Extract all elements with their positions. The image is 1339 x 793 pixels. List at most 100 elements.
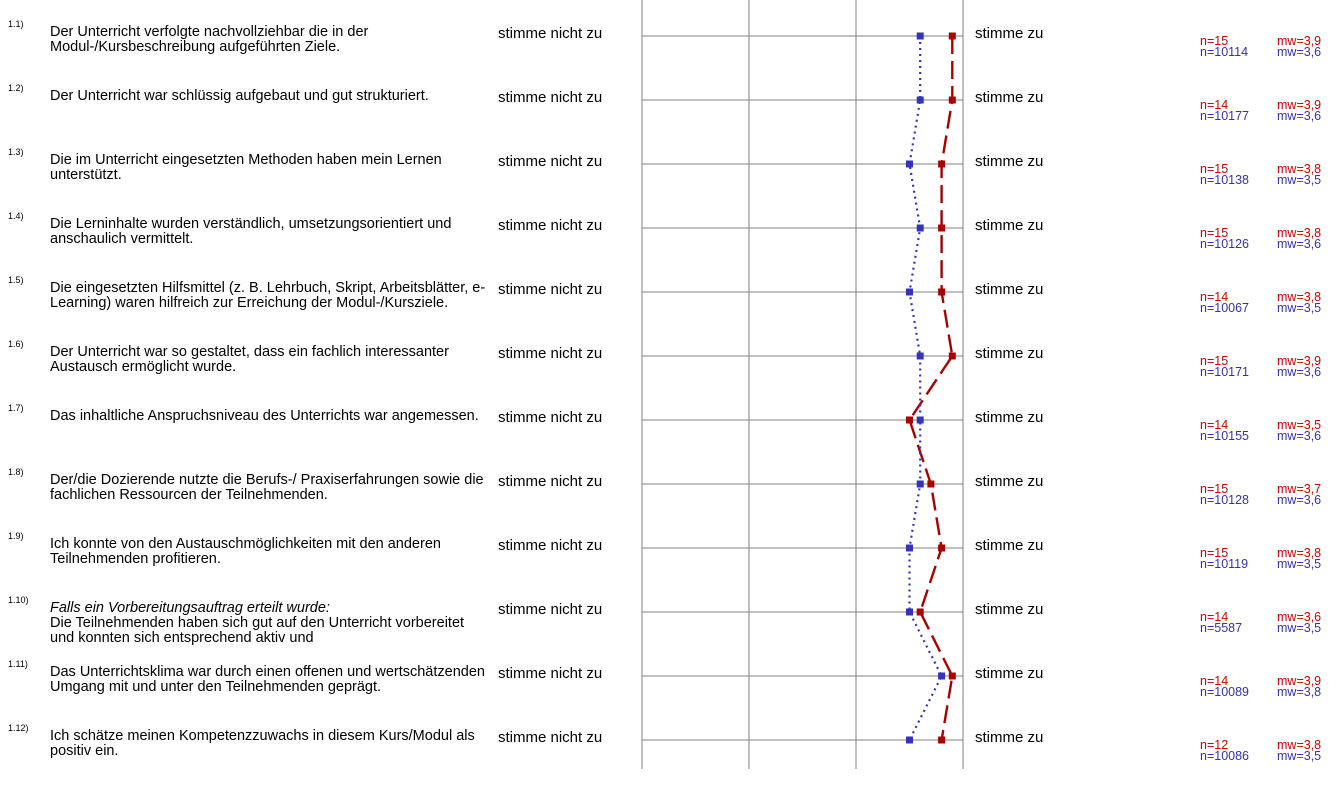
scale-left-label: stimme nicht zu bbox=[498, 25, 603, 42]
scale-left-label: stimme nicht zu bbox=[498, 537, 603, 554]
question-text: Der Unterricht verfolgte nachvollziehbar… bbox=[50, 24, 369, 55]
marker-course bbox=[938, 544, 946, 552]
marker-reference bbox=[916, 416, 924, 424]
mean-reference: mw=3,6 bbox=[1277, 45, 1322, 59]
count-course: n=14 bbox=[1200, 610, 1229, 624]
question-text-block: Falls ein Vorbereitungsauftrag erteilt w… bbox=[50, 601, 490, 646]
count-reference: n=5587 bbox=[1200, 621, 1243, 635]
question-row: 1.6) Der Unterricht war so gestaltet, da… bbox=[0, 339, 1339, 409]
scale-left-label: stimme nicht zu bbox=[498, 217, 603, 234]
mean-reference: mw=3,6 bbox=[1277, 109, 1322, 123]
question-intro: Falls ein Vorbereitungsauftrag erteilt w… bbox=[50, 600, 330, 616]
marker-reference bbox=[906, 544, 913, 552]
scale-right-label: stimme zu bbox=[975, 217, 1044, 234]
question-text-block: Der Unterricht war so gestaltet, dass ei… bbox=[50, 345, 490, 375]
count-course: n=14 bbox=[1200, 290, 1229, 304]
mean-course: mw=3,6 bbox=[1277, 610, 1322, 624]
question-text-block: Das inhaltliche Anspruchsniveau des Unte… bbox=[50, 409, 490, 424]
mean-course: mw=3,9 bbox=[1277, 354, 1322, 368]
mean-reference: mw=3,6 bbox=[1277, 429, 1322, 443]
scale-left-label: stimme nicht zu bbox=[498, 409, 603, 426]
mean-reference: mw=3,5 bbox=[1277, 301, 1322, 315]
scale-left-label: stimme nicht zu bbox=[498, 345, 603, 362]
question-text-block: Ich schätze meinen Kompetenzzuwachs in d… bbox=[50, 729, 490, 759]
question-text: Der Unterricht war so gestaltet, dass ei… bbox=[50, 344, 449, 375]
question-text-block: Ich konnte von den Austauschmöglichkeite… bbox=[50, 537, 490, 567]
marker-course bbox=[916, 608, 924, 616]
count-course: n=12 bbox=[1200, 738, 1229, 752]
scale-left-label: stimme nicht zu bbox=[498, 89, 603, 106]
question-text: Ich schätze meinen Kompetenzzuwachs in d… bbox=[50, 728, 475, 759]
count-course: n=15 bbox=[1200, 482, 1229, 496]
count-reference: n=10114 bbox=[1200, 45, 1249, 59]
marker-reference bbox=[916, 96, 924, 104]
marker-course bbox=[938, 288, 946, 296]
question-row: 1.10) Falls ein Vorbereitungsauftrag ert… bbox=[0, 595, 1339, 665]
series-line-course bbox=[908, 36, 954, 741]
question-number: 1.6) bbox=[8, 339, 24, 349]
question-text-block: Die Lerninhalte wurden verständlich, ums… bbox=[50, 217, 490, 247]
mean-course: mw=3,5 bbox=[1277, 418, 1322, 432]
mean-reference: mw=3,5 bbox=[1277, 557, 1322, 571]
mean-reference: mw=3,6 bbox=[1277, 493, 1322, 507]
question-number: 1.11) bbox=[8, 659, 28, 669]
question-row: 1.12) Ich schätze meinen Kompetenzzuwach… bbox=[0, 723, 1339, 793]
marker-reference bbox=[916, 224, 924, 232]
question-text-block: Der Unterricht war schlüssig aufgebaut u… bbox=[50, 89, 490, 104]
marker-reference bbox=[916, 480, 924, 488]
question-text: Die Teilnehmenden haben sich gut auf den… bbox=[50, 615, 465, 646]
count-reference: n=10089 bbox=[1200, 685, 1250, 699]
question-row: 1.8) Der/die Dozierende nutzte die Beruf… bbox=[0, 467, 1339, 537]
count-course: n=15 bbox=[1200, 354, 1229, 368]
count-course: n=15 bbox=[1200, 546, 1229, 560]
marker-course bbox=[927, 480, 935, 488]
mean-course: mw=3,8 bbox=[1277, 290, 1322, 304]
scale-left-label: stimme nicht zu bbox=[498, 665, 603, 682]
question-row: 1.7) Das inhaltliche Anspruchsniveau des… bbox=[0, 403, 1339, 473]
scale-left-label: stimme nicht zu bbox=[498, 281, 603, 298]
question-text-block: Die eingesetzten Hilfsmittel (z. B. Lehr… bbox=[50, 281, 490, 311]
scale-right-label: stimme zu bbox=[975, 153, 1044, 170]
scale-right-label: stimme zu bbox=[975, 729, 1044, 746]
marker-course bbox=[906, 416, 913, 424]
question-number: 1.12) bbox=[8, 723, 29, 733]
question-number: 1.9) bbox=[8, 531, 24, 541]
question-text: Die eingesetzten Hilfsmittel (z. B. Lehr… bbox=[50, 280, 486, 311]
marker-reference bbox=[906, 160, 913, 168]
series-line-reference bbox=[908, 36, 943, 741]
count-reference: n=10171 bbox=[1200, 365, 1250, 379]
marker-course bbox=[948, 32, 956, 40]
question-number: 1.4) bbox=[8, 211, 24, 221]
count-course: n=14 bbox=[1200, 418, 1229, 432]
mean-course: mw=3,9 bbox=[1277, 98, 1322, 112]
question-number: 1.1) bbox=[8, 19, 24, 29]
mean-reference: mw=3,5 bbox=[1277, 173, 1322, 187]
count-reference: n=10086 bbox=[1200, 749, 1250, 763]
scale-right-label: stimme zu bbox=[975, 89, 1044, 106]
question-number: 1.5) bbox=[8, 275, 24, 285]
question-row: 1.9) Ich konnte von den Austauschmöglich… bbox=[0, 531, 1339, 601]
mean-reference: mw=3,6 bbox=[1277, 237, 1322, 251]
mean-reference: mw=3,5 bbox=[1277, 749, 1322, 763]
question-text: Der Unterricht war schlüssig aufgebaut u… bbox=[50, 88, 429, 104]
count-reference: n=10119 bbox=[1200, 557, 1249, 571]
question-text-block: Das Unterrichtsklima war durch einen off… bbox=[50, 665, 490, 695]
count-course: n=15 bbox=[1200, 226, 1229, 240]
marker-course bbox=[938, 224, 946, 232]
question-number: 1.2) bbox=[8, 83, 24, 93]
scale-right-label: stimme zu bbox=[975, 25, 1044, 42]
scale-right-label: stimme zu bbox=[975, 601, 1044, 618]
scale-left-label: stimme nicht zu bbox=[498, 729, 603, 746]
scale-right-label: stimme zu bbox=[975, 537, 1044, 554]
count-reference: n=10128 bbox=[1200, 493, 1250, 507]
scale-right-label: stimme zu bbox=[975, 409, 1044, 426]
count-reference: n=10177 bbox=[1200, 109, 1250, 123]
count-reference: n=10138 bbox=[1200, 173, 1250, 187]
question-text: Das Unterrichtsklima war durch einen off… bbox=[50, 664, 485, 695]
mean-course: mw=3,8 bbox=[1277, 162, 1322, 176]
mean-reference: mw=3,6 bbox=[1277, 365, 1322, 379]
question-number: 1.7) bbox=[8, 403, 24, 413]
mean-reference: mw=3,5 bbox=[1277, 621, 1322, 635]
question-row: 1.3) Die im Unterricht eingesetzten Meth… bbox=[0, 147, 1339, 217]
marker-course bbox=[948, 96, 956, 104]
